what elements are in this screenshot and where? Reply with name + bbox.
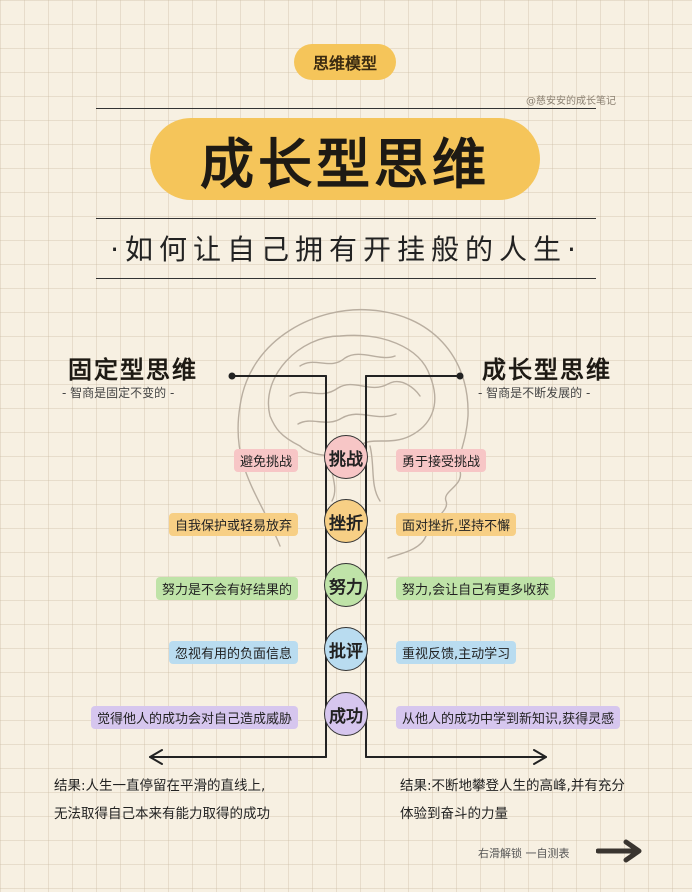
center-circle-setback: 挫折 (324, 499, 368, 543)
right-label-success: 从他人的成功中学到新知识,获得灵感 (396, 706, 621, 729)
center-circle-effort: 努力 (324, 563, 368, 607)
center-circle-challenge: 挑战 (324, 435, 368, 479)
left-label-effort: 努力是不会有好结果的 (155, 577, 298, 600)
right-title: 成长型思维 (482, 356, 612, 384)
right-subtitle: - 智商是不断发展的 - (478, 386, 591, 400)
right-result: 结果:不断地攀登人生的高峰,并有充分 体验到奋斗的力量 (400, 772, 625, 828)
left-result: 结果:人生一直停留在平滑的直线上, 无法取得自己本来有能力取得的成功 (54, 772, 270, 828)
left-label-setback: 自我保护或轻易放弃 (168, 513, 298, 536)
right-label-criticism: 重视反馈,主动学习 (396, 641, 517, 664)
right-label-setback: 面对挫折,坚持不懈 (396, 513, 517, 536)
left-arrowhead (149, 749, 163, 765)
subtitle-rule (96, 278, 596, 279)
page-title: 成长型思维 (200, 132, 490, 196)
center-circle-criticism: 批评 (324, 627, 368, 671)
author-watermark: @慈安安的成长笔记 (526, 96, 616, 107)
left-label-challenge: 避免挑战 (233, 449, 298, 472)
center-circle-success: 成功 (324, 692, 368, 736)
title-highlight (150, 118, 540, 200)
left-result-line-2: 无法取得自己本来有能力取得的成功 (54, 806, 270, 822)
right-arrowhead (533, 749, 547, 765)
right-label-effort: 努力,会让自己有更多收获 (396, 577, 556, 600)
left-title: 固定型思维 (68, 356, 198, 384)
left-dot (228, 372, 236, 380)
left-label-success: 觉得他人的成功会对自己造成威胁 (90, 706, 298, 729)
category-tag: 思维模型 (294, 44, 396, 80)
right-result-line-2: 体验到奋斗的力量 (400, 806, 508, 822)
left-label-criticism: 忽视有用的负面信息 (168, 641, 298, 664)
page-subtitle: ·如何让自己拥有开挂般的人生· (110, 233, 582, 266)
title-top-rule (96, 108, 596, 109)
right-dot (456, 372, 464, 380)
title-bottom-rule (96, 218, 596, 219)
right-label-challenge: 勇于接受挑战 (396, 449, 487, 472)
left-subtitle: - 智商是固定不变的 - (62, 386, 175, 400)
swipe-hint: 右滑解锁 一自测表 (478, 847, 570, 860)
right-result-line-1: 结果:不断地攀登人生的高峰,并有充分 (400, 778, 625, 794)
left-result-line-1: 结果:人生一直停留在平滑的直线上, (54, 778, 266, 794)
arrow-right-icon[interactable] (596, 838, 642, 864)
